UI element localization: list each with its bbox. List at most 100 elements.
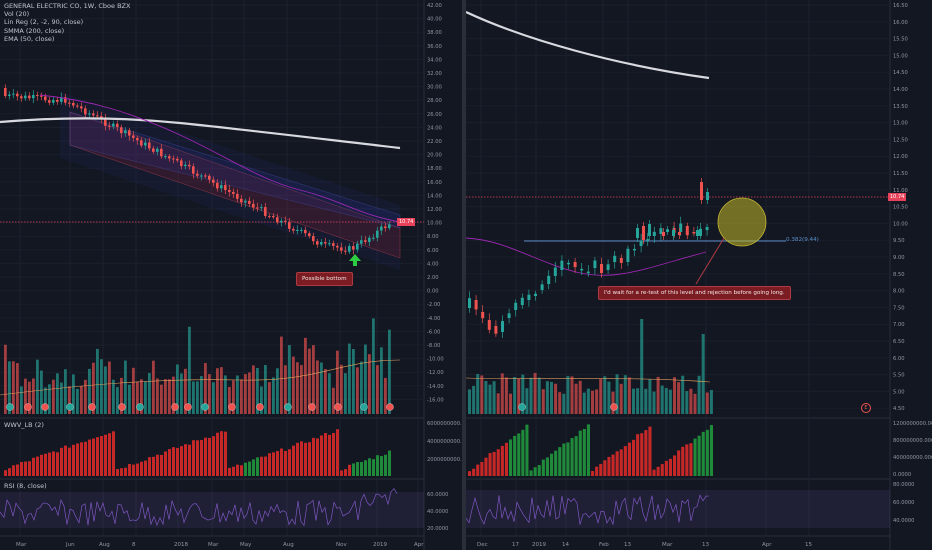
volume-bar [372, 318, 375, 414]
wwv-bar [172, 447, 175, 476]
volume-bar [480, 375, 484, 414]
rsi-band [0, 492, 424, 528]
volume-bar [260, 386, 263, 414]
wwv-bar [591, 471, 595, 476]
volume-bar [276, 368, 279, 414]
volume-bar [513, 377, 517, 414]
volume-bar [188, 326, 191, 414]
volume-bar [537, 377, 541, 414]
candle [706, 192, 709, 200]
candle [184, 164, 187, 167]
volume-bar [320, 362, 323, 414]
wwv-bar [566, 442, 570, 476]
volume-bar [4, 344, 7, 414]
legend-linreg[interactable]: Lin Reg (2, -2, 90, close) [4, 18, 84, 27]
wwv-bar [705, 429, 709, 476]
volume-bar [336, 350, 339, 414]
time-tick: Mar [16, 542, 27, 548]
volume-bar [660, 385, 664, 414]
volume-bar [619, 383, 623, 414]
panel-divider[interactable] [462, 0, 466, 550]
wwv-bar [20, 462, 23, 476]
volume-bar [176, 364, 179, 414]
wwv-bar [312, 437, 315, 476]
price-tick: 8.50 [893, 272, 905, 278]
rsi-tick: 40.0000 [893, 518, 914, 524]
volume-bar [578, 380, 582, 414]
possible-bottom-note[interactable]: Possible bottom [296, 272, 353, 286]
candle [328, 243, 331, 245]
volume-bar [52, 379, 55, 414]
candle [84, 108, 87, 115]
wwv-label[interactable]: WWV_LB (2) [4, 421, 44, 429]
candle [160, 148, 163, 157]
candle [8, 94, 11, 96]
retest-note[interactable]: I'd wait for a re-test of this level and… [598, 286, 791, 300]
wwv-bar [376, 455, 379, 476]
volume-bar [152, 360, 155, 414]
wwv-bar [541, 459, 545, 476]
left-chart-panel[interactable]: 42.00 40.00 38.00 36.00 34.00 32.00 30.00 28.00… [0, 0, 462, 550]
event-marker-icon [308, 403, 316, 411]
volume-bar [240, 379, 243, 414]
wwv-bar [120, 468, 123, 476]
candle [236, 193, 239, 199]
volume-bar [324, 369, 327, 414]
candle [144, 142, 147, 146]
volume-bar [252, 365, 255, 414]
legend-ema[interactable]: EMA (50, close) [4, 34, 55, 43]
legend-vol[interactable]: Vol (20) [4, 10, 30, 19]
legend-smma[interactable]: SMMA (200, close) [4, 26, 65, 35]
smma-line [466, 11, 710, 80]
volume-bar [664, 388, 668, 414]
left-chart-canvas[interactable]: 42.00 40.00 38.00 36.00 34.00 32.00 30.00 28.00… [0, 0, 462, 550]
volume-bar [228, 386, 231, 414]
candle [547, 275, 551, 284]
price-tick: 30.00 [427, 85, 442, 91]
rsi-label[interactable]: RSI (8, close) [4, 482, 47, 490]
candle [507, 313, 511, 318]
time-tick: Mar [208, 542, 219, 548]
price-tick: 5.50 [893, 373, 905, 379]
volume-bar [168, 379, 171, 414]
right-chart-canvas[interactable]: 16.50 16.00 15.50 15.00 14.50 14.00 13.50 13.00… [466, 0, 932, 550]
right-chart-panel[interactable]: 16.50 16.00 15.50 15.00 14.50 14.00 13.50 13.00… [466, 0, 932, 550]
candle [276, 217, 279, 223]
volume-bar [640, 319, 644, 414]
price-tick: 10.00 [427, 221, 442, 227]
wwv-bar [533, 467, 537, 476]
volume-bar [12, 361, 15, 414]
candle [16, 93, 19, 97]
wwv-bar [648, 426, 652, 476]
volume-bar [68, 386, 71, 414]
volume-bar [224, 375, 227, 414]
candle [136, 137, 139, 141]
candle [52, 99, 55, 103]
wwv-bar [472, 468, 476, 476]
wwv-bar [208, 437, 211, 476]
candle [388, 224, 391, 229]
wwv-bar [380, 456, 383, 476]
wwv-bar [96, 437, 99, 476]
event-marker-icon [136, 403, 144, 411]
candle [40, 95, 43, 97]
wwv-bar [496, 449, 500, 476]
price-tick: -10.00 [427, 357, 444, 363]
wwv-bar [44, 453, 47, 476]
volume-bar [709, 390, 713, 414]
price-tick: 12.00 [893, 154, 908, 160]
volume-bar [652, 391, 656, 414]
wwv-bar [640, 433, 644, 476]
candle [652, 231, 656, 236]
candle [88, 113, 91, 115]
candle [606, 264, 610, 270]
time-tick: Aug [99, 542, 110, 548]
volume-bar [705, 392, 709, 414]
event-marker-icon[interactable]: E [861, 403, 871, 413]
candle [573, 262, 577, 268]
wwv-bar [681, 446, 685, 476]
event-marker-icon [360, 403, 368, 411]
wwv-bar [689, 443, 693, 476]
time-tick: 2018 [174, 542, 188, 548]
candle [678, 232, 681, 235]
